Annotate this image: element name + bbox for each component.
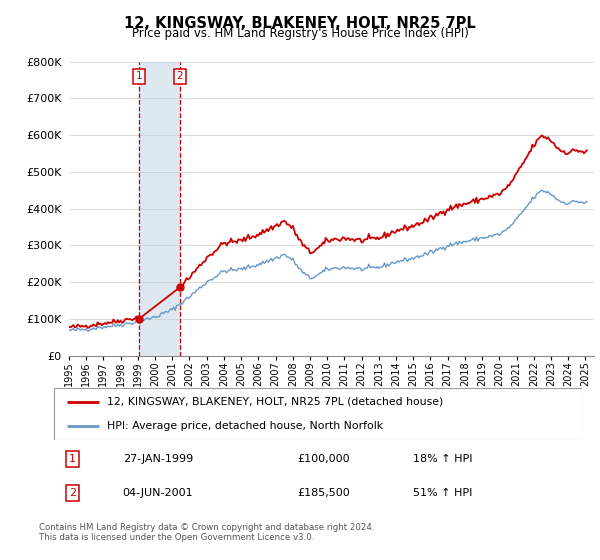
Text: Contains HM Land Registry data © Crown copyright and database right 2024.: Contains HM Land Registry data © Crown c… (39, 523, 374, 532)
Text: 12, KINGSWAY, BLAKENEY, HOLT, NR25 7PL: 12, KINGSWAY, BLAKENEY, HOLT, NR25 7PL (124, 16, 476, 31)
Text: 2: 2 (176, 71, 183, 81)
Text: 18% ↑ HPI: 18% ↑ HPI (413, 454, 473, 464)
Text: 27-JAN-1999: 27-JAN-1999 (122, 454, 193, 464)
Text: £185,500: £185,500 (297, 488, 350, 498)
Text: 51% ↑ HPI: 51% ↑ HPI (413, 488, 472, 498)
Text: HPI: Average price, detached house, North Norfolk: HPI: Average price, detached house, Nort… (107, 421, 383, 431)
Text: 04-JUN-2001: 04-JUN-2001 (122, 488, 193, 498)
Text: 1: 1 (69, 454, 76, 464)
Text: This data is licensed under the Open Government Licence v3.0.: This data is licensed under the Open Gov… (39, 533, 314, 542)
Text: 2: 2 (69, 488, 76, 498)
Text: 12, KINGSWAY, BLAKENEY, HOLT, NR25 7PL (detached house): 12, KINGSWAY, BLAKENEY, HOLT, NR25 7PL (… (107, 397, 443, 407)
Bar (139, 62, 179, 356)
Text: 1: 1 (136, 71, 142, 81)
Text: Price paid vs. HM Land Registry's House Price Index (HPI): Price paid vs. HM Land Registry's House … (131, 27, 469, 40)
Text: £100,000: £100,000 (297, 454, 350, 464)
